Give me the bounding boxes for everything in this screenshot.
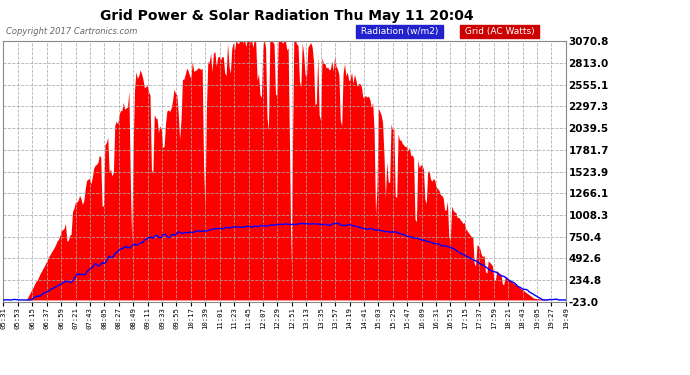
Text: Copyright 2017 Cartronics.com: Copyright 2017 Cartronics.com — [6, 27, 137, 36]
Text: Grid (AC Watts): Grid (AC Watts) — [462, 27, 538, 36]
Text: Grid Power & Solar Radiation Thu May 11 20:04: Grid Power & Solar Radiation Thu May 11 … — [99, 9, 473, 23]
Text: Radiation (w/m2): Radiation (w/m2) — [357, 27, 441, 36]
